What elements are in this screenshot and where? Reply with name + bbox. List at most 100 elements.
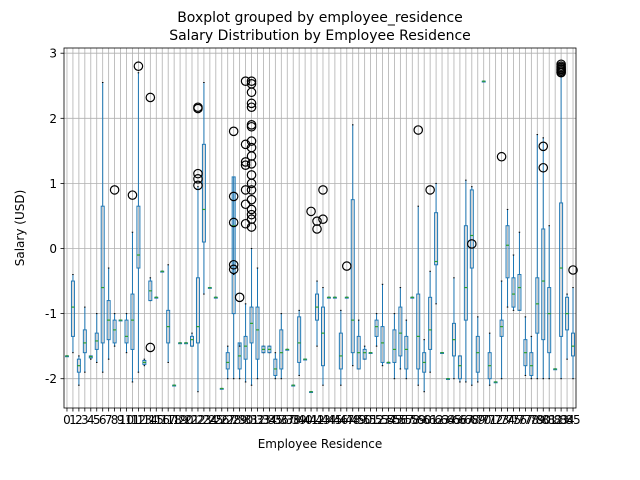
- box-57: [404, 319, 409, 380]
- x-tick-label: 64: [440, 413, 455, 427]
- box-13: [142, 358, 147, 367]
- box-75: [511, 254, 516, 311]
- box-2: [76, 355, 81, 386]
- box-body: [243, 335, 248, 360]
- y-tick-label: 2: [49, 112, 57, 126]
- flier-point: [341, 261, 352, 271]
- x-tick-label: 10: [119, 413, 134, 427]
- x-tick-label: 76: [512, 413, 527, 427]
- x-tick-label: 7: [105, 413, 113, 427]
- box-body: [112, 319, 117, 344]
- box-41: [309, 391, 314, 394]
- x-tick-label: 80: [536, 413, 551, 427]
- box-10: [124, 313, 129, 354]
- box-17: [166, 264, 171, 363]
- box-body: [201, 143, 206, 243]
- x-tick-label: 50: [357, 413, 372, 427]
- box-body: [392, 329, 397, 363]
- x-tick-label: 25: [208, 413, 223, 427]
- chart-subtitle: Salary Distribution by Employee Residenc…: [169, 28, 471, 44]
- box-50: [362, 345, 367, 360]
- box-body: [70, 280, 75, 337]
- x-tick-label: 51: [363, 413, 378, 427]
- box-1: [70, 274, 75, 354]
- x-tick-label: 15: [149, 413, 164, 427]
- x-tick-label: 77: [518, 413, 533, 427]
- x-tick-label: 31: [244, 413, 259, 427]
- box-20: [184, 342, 189, 345]
- x-axis: 0123456789101112131415161718192021222324…: [63, 408, 581, 427]
- flier-point: [109, 185, 120, 195]
- flier-point: [538, 162, 549, 173]
- grid: [64, 48, 576, 408]
- box-33: [261, 345, 266, 354]
- x-tick-label: 14: [143, 413, 158, 427]
- flier-point: [228, 217, 239, 228]
- box-65: [451, 277, 456, 380]
- box-body: [350, 199, 355, 354]
- box-body: [499, 319, 504, 337]
- box-body: [190, 335, 194, 347]
- x-tick-label: 63: [434, 413, 449, 427]
- box-8: [112, 313, 117, 347]
- x-tick-label: 60: [417, 413, 432, 427]
- box-54: [386, 361, 391, 364]
- box-body: [535, 277, 540, 334]
- flier-point: [538, 141, 549, 152]
- flier-point: [240, 160, 251, 170]
- x-tick-label: 32: [250, 413, 265, 427]
- x-tick-label: 13: [137, 413, 152, 427]
- box-60: [422, 339, 427, 393]
- flier-point: [246, 102, 257, 113]
- box-77: [523, 316, 528, 376]
- x-tick-label: 36: [274, 413, 289, 427]
- box-body: [362, 348, 367, 360]
- box-body: [529, 352, 534, 376]
- box-body: [100, 205, 105, 344]
- box-body: [559, 202, 564, 337]
- flier-point: [246, 136, 257, 146]
- box-body: [374, 319, 379, 337]
- box-body: [511, 277, 516, 308]
- box-body: [463, 225, 468, 321]
- y-tick-label: -2: [45, 372, 57, 386]
- x-tick-label: 59: [411, 413, 426, 427]
- box-body: [255, 306, 260, 360]
- x-tick-label: 11: [125, 413, 140, 427]
- box-69: [475, 316, 480, 383]
- x-tick-label: 1: [69, 413, 77, 427]
- box-body: [517, 274, 522, 311]
- y-tick-label: 0: [49, 242, 57, 256]
- x-tick-label: 27: [220, 413, 235, 427]
- flier-point: [193, 103, 203, 114]
- x-tick-label: 43: [315, 413, 330, 427]
- x-tick-label: 6: [99, 413, 107, 427]
- x-tick-label: 9: [117, 413, 125, 427]
- flier-point: [556, 67, 566, 78]
- box-70: [481, 80, 486, 83]
- box-81: [547, 225, 552, 380]
- x-tick-label: 44: [321, 413, 336, 427]
- x-tick-label: 23: [196, 413, 211, 427]
- y-axis-label: Salary (USD): [13, 190, 27, 267]
- x-tick-label: 18: [166, 413, 181, 427]
- x-tick-label: 72: [488, 413, 503, 427]
- box-34: [267, 345, 272, 354]
- x-tick-label: 41: [303, 413, 318, 427]
- x-tick-label: 5: [93, 413, 101, 427]
- x-tick-label: 81: [542, 413, 557, 427]
- box-66: [457, 355, 462, 383]
- box-21: [190, 332, 194, 347]
- box-74: [505, 208, 510, 308]
- flier-point: [193, 180, 203, 191]
- box-body: [469, 189, 474, 269]
- box-47: [344, 296, 349, 299]
- flier-point: [306, 206, 316, 217]
- flier-point: [240, 76, 251, 87]
- box-body: [380, 326, 385, 363]
- box-body: [136, 205, 141, 269]
- box-61: [428, 270, 433, 373]
- x-tick-label: 16: [155, 413, 170, 427]
- flier-point: [234, 292, 245, 303]
- x-tick-label: 28: [226, 413, 241, 427]
